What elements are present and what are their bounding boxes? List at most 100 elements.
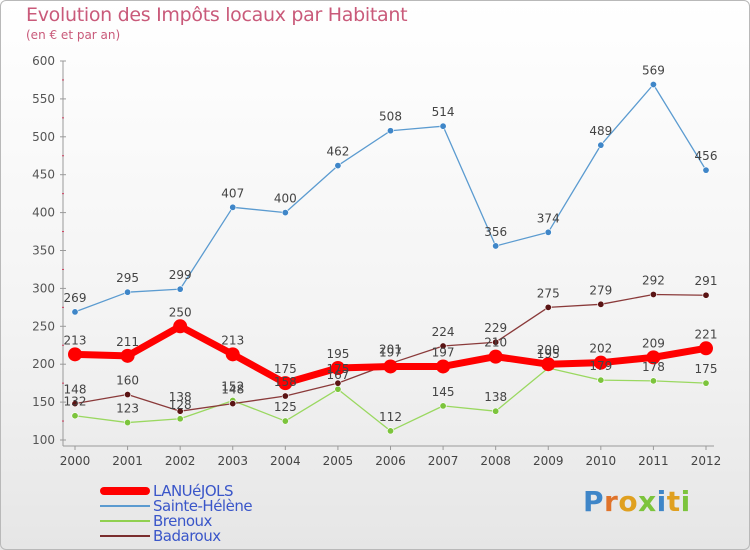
data-label-sainte-helene: 508 — [379, 110, 402, 124]
data-point-badaroux — [492, 338, 500, 346]
data-point-lanuejols — [646, 350, 661, 365]
data-point-badaroux — [281, 392, 289, 400]
data-label-brenoux: 167 — [326, 368, 349, 382]
data-label-sainte-helene: 299 — [169, 268, 192, 282]
data-label-badaroux: 229 — [484, 321, 507, 335]
data-label-badaroux: 279 — [589, 283, 612, 297]
y-tick-label: 500 — [32, 130, 55, 144]
logo-letter: o — [618, 485, 639, 518]
x-tick-label: 2000 — [60, 454, 91, 468]
data-label-badaroux: 224 — [432, 325, 455, 339]
data-point-brenoux — [281, 417, 289, 425]
data-point-brenoux — [176, 415, 184, 423]
data-label-brenoux: 123 — [116, 402, 139, 416]
data-point-lanuejols — [699, 341, 713, 356]
data-point-sainte-helene — [544, 228, 552, 236]
data-label-badaroux: 175 — [326, 362, 349, 376]
data-label-sainte-helene: 269 — [64, 291, 87, 305]
data-point-sainte-helene — [492, 242, 500, 250]
y-tick-label: 550 — [32, 92, 55, 106]
data-label-lanuejols: 197 — [432, 345, 455, 359]
data-point-brenoux — [702, 379, 710, 387]
data-label-sainte-helene: 400 — [274, 192, 297, 206]
legend-swatch — [100, 535, 150, 537]
logo-letter: r — [604, 485, 619, 518]
data-label-sainte-helene: 462 — [326, 145, 349, 159]
data-label-lanuejols: 213 — [221, 333, 244, 347]
data-point-lanuejols — [120, 348, 135, 363]
data-label-brenoux: 178 — [642, 360, 665, 374]
y-tick-label: 150 — [32, 395, 55, 409]
y-tick-label: 200 — [32, 357, 55, 371]
legend-label: Sainte-Hélène — [153, 497, 253, 515]
data-point-brenoux — [334, 385, 342, 393]
data-point-lanuejols — [541, 357, 556, 372]
x-tick-label: 2006 — [375, 454, 406, 468]
data-point-brenoux — [439, 402, 447, 410]
y-tick-label: 100 — [32, 433, 55, 447]
data-point-sainte-helene — [649, 80, 657, 88]
data-label-brenoux: 132 — [64, 395, 87, 409]
data-label-lanuejols: 195 — [326, 347, 349, 361]
data-label-brenoux: 175 — [695, 362, 718, 376]
data-label-lanuejols: 200 — [537, 343, 560, 357]
data-point-lanuejols — [436, 359, 451, 374]
legend-label: Badaroux — [153, 527, 221, 545]
data-point-lanuejols — [383, 359, 398, 374]
data-label-lanuejols: 213 — [64, 333, 87, 347]
data-point-lanuejols — [278, 376, 293, 391]
logo-letter: x — [638, 485, 657, 518]
legend-swatch — [100, 505, 150, 507]
data-point-badaroux — [439, 342, 447, 350]
data-point-badaroux — [71, 400, 79, 408]
data-point-sainte-helene — [229, 203, 237, 211]
x-tick-label: 2002 — [165, 454, 196, 468]
data-label-lanuejols: 221 — [695, 327, 718, 341]
chart-title: Evolution des Impôts locaux par Habitant — [26, 4, 408, 26]
data-point-brenoux — [386, 427, 394, 435]
y-tick-label: 300 — [32, 281, 55, 295]
data-label-lanuejols: 197 — [379, 345, 402, 359]
data-label-lanuejols: 211 — [116, 335, 139, 349]
data-label-lanuejols: 209 — [642, 336, 665, 350]
data-point-lanuejols — [593, 355, 608, 370]
data-label-sainte-helene: 489 — [589, 124, 612, 138]
data-point-brenoux — [649, 377, 657, 385]
x-tick-label: 2003 — [217, 454, 248, 468]
x-tick-label: 2004 — [270, 454, 301, 468]
data-label-badaroux: 138 — [169, 390, 192, 404]
data-point-sainte-helene — [702, 166, 710, 174]
data-label-lanuejols: 202 — [589, 342, 612, 356]
data-label-sainte-helene: 456 — [695, 149, 718, 163]
proxiti-logo: Proxiti — [583, 485, 691, 518]
data-point-badaroux — [649, 290, 657, 298]
x-tick-label: 2007 — [428, 454, 459, 468]
data-point-badaroux — [229, 400, 237, 408]
legend-swatch — [100, 487, 150, 495]
data-label-brenoux: 179 — [589, 359, 612, 373]
y-tick-label: 450 — [32, 168, 55, 182]
data-point-sainte-helene — [124, 288, 132, 296]
data-label-brenoux: 128 — [169, 398, 192, 412]
data-point-brenoux — [71, 412, 79, 420]
data-label-brenoux: 125 — [274, 400, 297, 414]
data-point-lanuejols — [225, 347, 240, 362]
data-point-badaroux — [124, 391, 132, 399]
data-label-lanuejols: 175 — [274, 362, 297, 376]
chart-subtitle: (en € et par an) — [26, 28, 121, 42]
legend-label: Brenoux — [153, 512, 212, 530]
data-label-sainte-helene: 407 — [221, 186, 244, 200]
data-label-lanuejols: 210 — [484, 336, 507, 350]
logo-letter: t — [666, 485, 681, 518]
data-point-sainte-helene — [176, 285, 184, 293]
data-point-sainte-helene — [439, 122, 447, 130]
data-point-badaroux — [597, 300, 605, 308]
data-label-sainte-helene: 356 — [484, 225, 507, 239]
y-tick-label: 250 — [32, 319, 55, 333]
x-tick-label: 2005 — [323, 454, 354, 468]
logo-letter: i — [656, 485, 667, 518]
logo-letter: P — [583, 485, 605, 518]
data-point-sainte-helene — [597, 141, 605, 149]
data-point-lanuejols — [488, 349, 503, 364]
data-label-brenoux: 195 — [537, 347, 560, 361]
